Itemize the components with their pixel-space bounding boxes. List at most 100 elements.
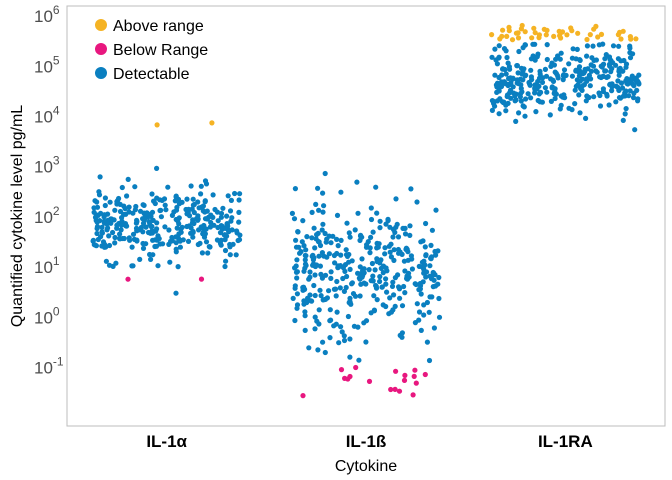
data-point bbox=[91, 205, 97, 211]
data-point bbox=[321, 203, 327, 209]
data-point bbox=[613, 99, 619, 105]
data-point bbox=[357, 264, 363, 270]
data-point bbox=[198, 276, 205, 282]
data-point bbox=[320, 221, 326, 227]
data-point bbox=[355, 270, 361, 276]
data-point bbox=[489, 31, 495, 38]
data-point bbox=[630, 76, 636, 82]
data-point bbox=[333, 293, 339, 299]
data-point bbox=[347, 373, 353, 380]
data-point bbox=[215, 218, 221, 224]
data-point bbox=[536, 32, 543, 38]
data-point bbox=[158, 214, 164, 220]
data-point bbox=[99, 230, 105, 236]
data-point bbox=[118, 222, 124, 228]
data-point bbox=[395, 234, 402, 240]
legend: Above range Below Range Detectable bbox=[95, 18, 208, 83]
data-point bbox=[408, 186, 414, 192]
data-point bbox=[102, 195, 108, 201]
data-point bbox=[333, 321, 339, 327]
data-point bbox=[431, 325, 437, 331]
data-point bbox=[429, 254, 435, 260]
x-tick-label: IL-1RA bbox=[538, 432, 593, 451]
data-point bbox=[332, 260, 338, 266]
data-point bbox=[328, 240, 334, 246]
data-point bbox=[237, 232, 243, 238]
data-point bbox=[368, 205, 374, 211]
data-point bbox=[572, 101, 578, 107]
data-point bbox=[615, 56, 622, 62]
data-point bbox=[555, 75, 561, 81]
legend-label: Above range bbox=[113, 18, 204, 35]
data-point bbox=[610, 43, 617, 49]
data-point bbox=[310, 262, 316, 268]
data-point bbox=[176, 221, 182, 227]
data-point bbox=[336, 340, 342, 346]
data-point bbox=[531, 25, 537, 31]
data-point bbox=[228, 197, 234, 203]
data-point bbox=[523, 96, 529, 102]
data-point bbox=[318, 293, 324, 299]
data-point bbox=[312, 326, 318, 332]
data-point bbox=[102, 202, 108, 209]
data-point bbox=[357, 237, 363, 243]
data-point bbox=[315, 347, 321, 353]
data-point bbox=[539, 79, 546, 85]
data-point bbox=[368, 234, 374, 240]
data-point bbox=[494, 98, 500, 104]
data-point bbox=[390, 307, 396, 313]
data-point bbox=[504, 54, 510, 61]
data-point bbox=[532, 30, 538, 36]
data-point bbox=[153, 243, 160, 249]
data-point bbox=[347, 266, 353, 272]
data-point bbox=[359, 256, 365, 262]
data-point bbox=[427, 263, 433, 269]
data-point bbox=[160, 241, 166, 247]
data-point bbox=[367, 250, 373, 256]
data-point bbox=[222, 237, 228, 243]
data-point bbox=[407, 223, 413, 229]
data-point bbox=[328, 317, 334, 323]
data-point bbox=[140, 220, 147, 226]
data-point bbox=[202, 178, 209, 184]
data-point bbox=[542, 66, 549, 72]
data-point bbox=[518, 85, 524, 92]
data-point bbox=[202, 209, 208, 215]
data-point bbox=[173, 194, 179, 200]
data-point bbox=[424, 299, 430, 306]
data-point bbox=[588, 76, 594, 82]
data-point bbox=[412, 367, 418, 373]
data-point bbox=[94, 224, 101, 230]
data-point bbox=[383, 221, 389, 227]
data-point bbox=[500, 66, 506, 72]
data-point bbox=[300, 218, 306, 224]
data-point bbox=[548, 98, 555, 104]
data-point bbox=[509, 37, 516, 43]
data-point bbox=[122, 221, 129, 227]
data-point bbox=[222, 247, 229, 254]
data-point bbox=[210, 214, 216, 220]
data-point bbox=[303, 253, 309, 259]
data-point bbox=[616, 72, 622, 78]
data-point bbox=[598, 31, 605, 37]
data-point bbox=[196, 227, 202, 233]
data-point bbox=[130, 231, 137, 237]
data-point bbox=[186, 213, 193, 219]
data-point bbox=[544, 27, 550, 33]
data-point bbox=[227, 244, 233, 250]
data-point bbox=[169, 212, 175, 218]
data-point bbox=[540, 75, 546, 81]
data-point bbox=[550, 78, 557, 84]
data-point bbox=[558, 50, 564, 56]
data-point bbox=[519, 22, 525, 29]
data-point bbox=[525, 91, 531, 97]
data-point bbox=[544, 42, 550, 48]
data-point bbox=[399, 303, 406, 309]
data-point bbox=[396, 286, 403, 292]
x-axis-title: Cytokine bbox=[335, 458, 397, 475]
data-point bbox=[355, 324, 361, 330]
data-point bbox=[411, 373, 417, 379]
data-point bbox=[518, 98, 524, 104]
data-point bbox=[595, 34, 601, 40]
data-point bbox=[396, 250, 402, 256]
